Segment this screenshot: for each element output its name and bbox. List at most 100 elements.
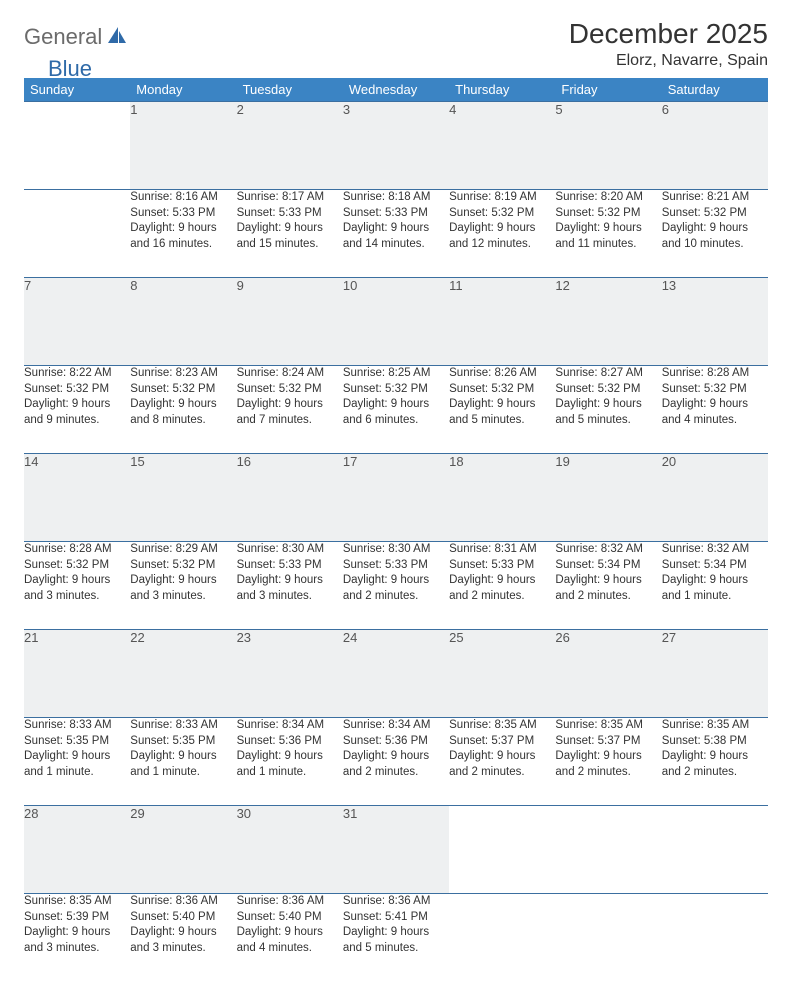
day-detail-cell: Sunrise: 8:36 AMSunset: 5:40 PMDaylight:… [237, 894, 343, 982]
sunrise-line: Sunrise: 8:28 AM [662, 366, 768, 382]
sunrise-line: Sunrise: 8:32 AM [662, 542, 768, 558]
day-number-cell: 12 [555, 278, 661, 366]
title-block: December 2025 Elorz, Navarre, Spain [569, 18, 768, 70]
sunrise-line: Sunrise: 8:31 AM [449, 542, 555, 558]
day-detail-cell: Sunrise: 8:36 AMSunset: 5:40 PMDaylight:… [130, 894, 236, 982]
daylight-line: Daylight: 9 hours and 2 minutes. [449, 749, 555, 780]
day-number-cell [449, 806, 555, 894]
day-number-cell: 6 [662, 102, 768, 190]
daylight-line: Daylight: 9 hours and 3 minutes. [24, 573, 130, 604]
day-number-cell [662, 806, 768, 894]
day-detail-cell: Sunrise: 8:27 AMSunset: 5:32 PMDaylight:… [555, 366, 661, 454]
sunset-line: Sunset: 5:32 PM [555, 382, 661, 398]
sunset-line: Sunset: 5:35 PM [24, 734, 130, 750]
daylight-line: Daylight: 9 hours and 2 minutes. [343, 573, 449, 604]
daylight-line: Daylight: 9 hours and 8 minutes. [130, 397, 236, 428]
day-number-cell: 1 [130, 102, 236, 190]
weekday-header: Saturday [662, 78, 768, 102]
daylight-line: Daylight: 9 hours and 4 minutes. [662, 397, 768, 428]
daylight-line: Daylight: 9 hours and 5 minutes. [449, 397, 555, 428]
sunset-line: Sunset: 5:32 PM [662, 206, 768, 222]
day-number-cell: 8 [130, 278, 236, 366]
daylight-line: Daylight: 9 hours and 2 minutes. [449, 573, 555, 604]
weekday-header: Friday [555, 78, 661, 102]
sunrise-line: Sunrise: 8:25 AM [343, 366, 449, 382]
sunset-line: Sunset: 5:38 PM [662, 734, 768, 750]
sunrise-line: Sunrise: 8:19 AM [449, 190, 555, 206]
day-detail-row: Sunrise: 8:33 AMSunset: 5:35 PMDaylight:… [24, 718, 768, 806]
day-number-cell: 18 [449, 454, 555, 542]
daylight-line: Daylight: 9 hours and 3 minutes. [237, 573, 343, 604]
day-detail-row: Sunrise: 8:16 AMSunset: 5:33 PMDaylight:… [24, 190, 768, 278]
sunset-line: Sunset: 5:40 PM [237, 910, 343, 926]
day-number-cell: 17 [343, 454, 449, 542]
sunset-line: Sunset: 5:33 PM [343, 206, 449, 222]
sunset-line: Sunset: 5:37 PM [555, 734, 661, 750]
daylight-line: Daylight: 9 hours and 10 minutes. [662, 221, 768, 252]
day-detail-cell: Sunrise: 8:30 AMSunset: 5:33 PMDaylight:… [343, 542, 449, 630]
daylight-line: Daylight: 9 hours and 2 minutes. [555, 749, 661, 780]
day-detail-row: Sunrise: 8:35 AMSunset: 5:39 PMDaylight:… [24, 894, 768, 982]
month-title: December 2025 [569, 18, 768, 50]
sunrise-line: Sunrise: 8:36 AM [343, 894, 449, 910]
sunrise-line: Sunrise: 8:28 AM [24, 542, 130, 558]
day-detail-cell: Sunrise: 8:33 AMSunset: 5:35 PMDaylight:… [24, 718, 130, 806]
daylight-line: Daylight: 9 hours and 3 minutes. [24, 925, 130, 956]
day-detail-cell: Sunrise: 8:29 AMSunset: 5:32 PMDaylight:… [130, 542, 236, 630]
day-detail-cell: Sunrise: 8:33 AMSunset: 5:35 PMDaylight:… [130, 718, 236, 806]
sunrise-line: Sunrise: 8:24 AM [237, 366, 343, 382]
day-detail-cell: Sunrise: 8:35 AMSunset: 5:37 PMDaylight:… [449, 718, 555, 806]
daylight-line: Daylight: 9 hours and 5 minutes. [555, 397, 661, 428]
sunset-line: Sunset: 5:32 PM [130, 558, 236, 574]
day-number-row: 123456 [24, 102, 768, 190]
sunrise-line: Sunrise: 8:18 AM [343, 190, 449, 206]
day-detail-cell: Sunrise: 8:32 AMSunset: 5:34 PMDaylight:… [662, 542, 768, 630]
day-number-cell: 28 [24, 806, 130, 894]
day-number-cell: 9 [237, 278, 343, 366]
day-number-cell: 16 [237, 454, 343, 542]
daylight-line: Daylight: 9 hours and 2 minutes. [662, 749, 768, 780]
sunset-line: Sunset: 5:32 PM [343, 382, 449, 398]
sunset-line: Sunset: 5:32 PM [24, 558, 130, 574]
weekday-header: Wednesday [343, 78, 449, 102]
daylight-line: Daylight: 9 hours and 1 minute. [130, 749, 236, 780]
daylight-line: Daylight: 9 hours and 1 minute. [662, 573, 768, 604]
sunrise-line: Sunrise: 8:21 AM [662, 190, 768, 206]
sunrise-line: Sunrise: 8:36 AM [237, 894, 343, 910]
daylight-line: Daylight: 9 hours and 11 minutes. [555, 221, 661, 252]
location: Elorz, Navarre, Spain [569, 52, 768, 70]
day-number-cell: 25 [449, 630, 555, 718]
day-detail-cell [555, 894, 661, 982]
weekday-header-row: SundayMondayTuesdayWednesdayThursdayFrid… [24, 78, 768, 102]
sunrise-line: Sunrise: 8:30 AM [343, 542, 449, 558]
sunset-line: Sunset: 5:32 PM [237, 382, 343, 398]
sunset-line: Sunset: 5:33 PM [237, 558, 343, 574]
daylight-line: Daylight: 9 hours and 6 minutes. [343, 397, 449, 428]
day-detail-cell: Sunrise: 8:30 AMSunset: 5:33 PMDaylight:… [237, 542, 343, 630]
sunset-line: Sunset: 5:32 PM [449, 382, 555, 398]
day-number-cell: 30 [237, 806, 343, 894]
day-detail-cell: Sunrise: 8:18 AMSunset: 5:33 PMDaylight:… [343, 190, 449, 278]
day-number-cell: 5 [555, 102, 661, 190]
sunrise-line: Sunrise: 8:23 AM [130, 366, 236, 382]
sunset-line: Sunset: 5:35 PM [130, 734, 236, 750]
daylight-line: Daylight: 9 hours and 2 minutes. [555, 573, 661, 604]
daylight-line: Daylight: 9 hours and 1 minute. [237, 749, 343, 780]
sunrise-line: Sunrise: 8:34 AM [343, 718, 449, 734]
sunrise-line: Sunrise: 8:34 AM [237, 718, 343, 734]
sunset-line: Sunset: 5:37 PM [449, 734, 555, 750]
day-detail-cell: Sunrise: 8:32 AMSunset: 5:34 PMDaylight:… [555, 542, 661, 630]
sunrise-line: Sunrise: 8:30 AM [237, 542, 343, 558]
day-detail-cell: Sunrise: 8:21 AMSunset: 5:32 PMDaylight:… [662, 190, 768, 278]
sunrise-line: Sunrise: 8:32 AM [555, 542, 661, 558]
daylight-line: Daylight: 9 hours and 9 minutes. [24, 397, 130, 428]
day-detail-cell: Sunrise: 8:35 AMSunset: 5:39 PMDaylight:… [24, 894, 130, 982]
sunrise-line: Sunrise: 8:29 AM [130, 542, 236, 558]
sunset-line: Sunset: 5:33 PM [343, 558, 449, 574]
day-number-cell: 27 [662, 630, 768, 718]
day-number-cell: 15 [130, 454, 236, 542]
day-number-row: 14151617181920 [24, 454, 768, 542]
day-number-cell: 29 [130, 806, 236, 894]
day-detail-cell: Sunrise: 8:28 AMSunset: 5:32 PMDaylight:… [24, 542, 130, 630]
sunset-line: Sunset: 5:34 PM [555, 558, 661, 574]
